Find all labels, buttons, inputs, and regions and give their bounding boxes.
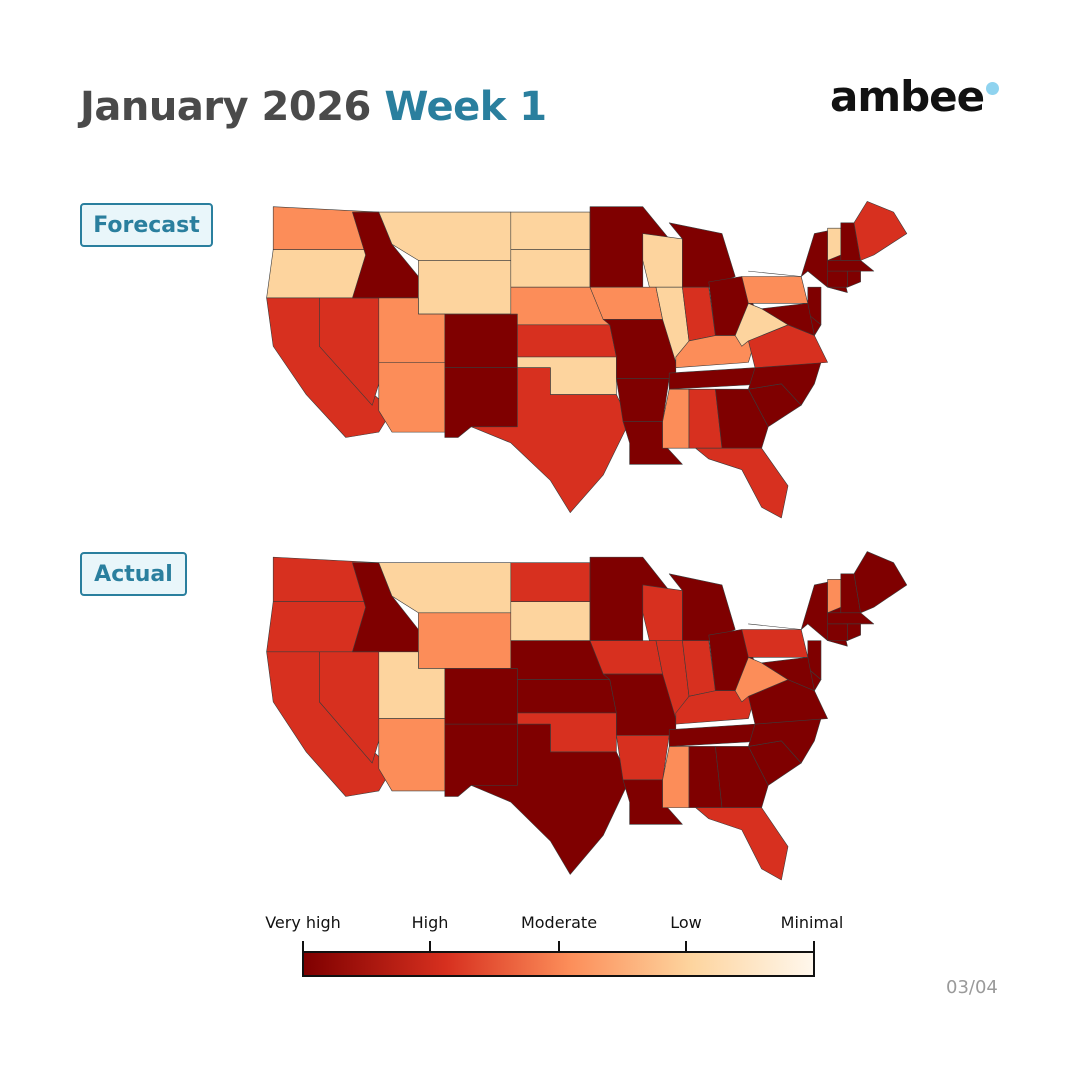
forecast-state-ks (517, 325, 616, 357)
legend-label-high: High (411, 913, 449, 932)
forecast-state-ar (616, 378, 669, 421)
actual-state-ks (517, 680, 616, 713)
legend-label-minimal: Minimal (780, 913, 844, 932)
ambee-logo: ambee (830, 72, 985, 121)
forecast-state-az (379, 362, 445, 432)
forecast-map (260, 196, 920, 518)
actual-state-me (854, 552, 907, 613)
actual-state-ma (828, 613, 874, 624)
actual-state-ct (828, 624, 848, 641)
actual-state-md (762, 657, 815, 690)
forecast-state-ma (828, 260, 874, 271)
legend-tick (429, 941, 431, 951)
legend-tick (558, 941, 560, 951)
actual-state-ar (616, 735, 669, 780)
actual-state-wi (643, 585, 683, 641)
forecast-state-ms (663, 389, 689, 448)
actual-state-ms (663, 746, 689, 807)
actual-map (260, 546, 920, 880)
actual-state-vt (828, 579, 841, 612)
legend-label-low: Low (670, 913, 702, 932)
page-indicator: 03/04 (946, 977, 998, 998)
legend-label-moderate: Moderate (520, 913, 598, 932)
title-month: January 2026 (80, 84, 371, 130)
forecast-tag: Forecast (80, 203, 213, 247)
legend-tick (302, 941, 304, 951)
actual-state-ri (847, 624, 860, 641)
page-title: January 2026 Week 1 (80, 84, 547, 130)
actual-tag: Actual (80, 552, 187, 596)
actual-state-az (379, 719, 445, 791)
forecast-state-tx (471, 368, 629, 513)
forecast-state-sd (511, 250, 590, 288)
actual-state-ga (715, 746, 768, 807)
actual-state-co (445, 668, 518, 724)
actual-state-sd (511, 602, 590, 641)
actual-state-pa (742, 630, 808, 658)
forecast-state-ga (715, 389, 768, 448)
legend-tick (685, 941, 687, 951)
forecast-state-pa (742, 277, 808, 304)
forecast-state-ri (847, 271, 860, 287)
actual-state-fl (696, 808, 788, 880)
forecast-state-vt (828, 228, 841, 260)
forecast-state-wi (643, 234, 683, 288)
title-week: Week 1 (384, 84, 547, 130)
forecast-state-md (762, 303, 815, 335)
actual-state-nd (511, 563, 590, 602)
forecast-state-wy (418, 260, 510, 314)
forecast-state-me (854, 201, 907, 260)
forecast-state-co (445, 314, 518, 368)
logo-dot-icon (986, 82, 999, 95)
forecast-state-nd (511, 212, 590, 250)
forecast-state-ct (828, 271, 848, 287)
actual-state-wy (418, 613, 510, 669)
legend-tick (813, 941, 815, 951)
legend-label-very-high: Very high (265, 913, 341, 932)
forecast-state-fl (696, 448, 788, 518)
legend-color-bar (302, 951, 815, 977)
actual-state-tx (471, 724, 629, 874)
